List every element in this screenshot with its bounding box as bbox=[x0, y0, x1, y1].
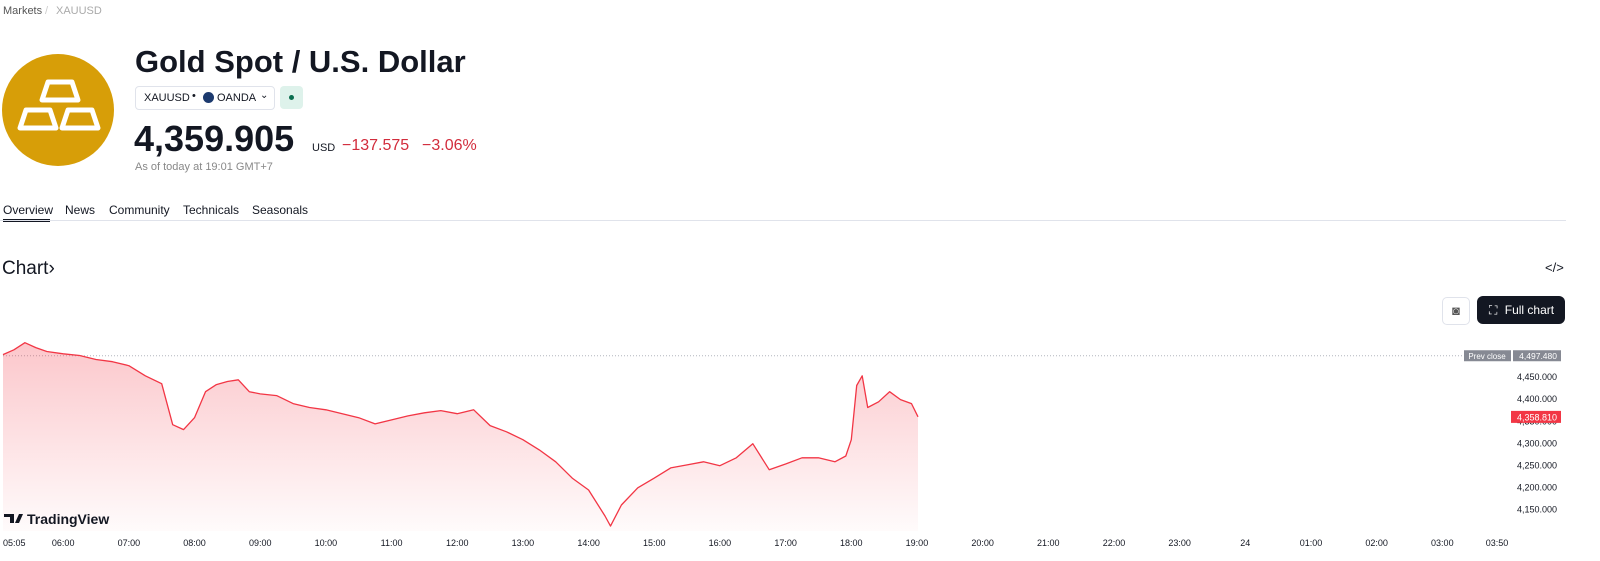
x-tick-label: 20:00 bbox=[971, 538, 994, 548]
tab[interactable]: Seasonals bbox=[252, 203, 309, 217]
x-tick-label: 03:00 bbox=[1431, 538, 1454, 548]
last-price-label: 4,358.810 bbox=[1517, 412, 1557, 422]
prev-close-value-box bbox=[1513, 350, 1561, 362]
exchange-icon bbox=[203, 92, 214, 103]
watermark: TradingView bbox=[27, 511, 109, 527]
price: 4,359.905 bbox=[134, 118, 295, 159]
x-tick-label: 11:00 bbox=[381, 538, 403, 548]
status-dot bbox=[289, 95, 294, 100]
y-tick-label: 4,150.000 bbox=[1517, 504, 1557, 514]
x-tick-label: 07:00 bbox=[118, 538, 141, 548]
x-tick-label: 08:00 bbox=[183, 538, 206, 548]
tab-divider bbox=[0, 220, 1566, 221]
x-tick-label: 05:05 bbox=[3, 538, 26, 548]
tab[interactable]: Overview bbox=[3, 203, 54, 217]
y-tick-label: 4,300.000 bbox=[1517, 438, 1557, 448]
x-tick-label: 13:00 bbox=[512, 538, 535, 548]
y-tick-label: 4,400.000 bbox=[1517, 394, 1557, 404]
tab[interactable]: News bbox=[65, 203, 96, 217]
symbol: XAUUSD bbox=[144, 92, 190, 104]
dropdown-caret: ⌄ bbox=[260, 90, 269, 101]
status-badge bbox=[280, 86, 303, 109]
as-of: As of today at 19:01 GMT+7 bbox=[135, 161, 273, 173]
price-area bbox=[3, 342, 918, 531]
change-percent: −3.06% bbox=[422, 137, 477, 154]
breadcrumb-link[interactable]: Markets bbox=[3, 5, 43, 17]
prev-close-label: Prev close bbox=[1468, 352, 1506, 361]
x-tick-label: 22:00 bbox=[1103, 538, 1126, 548]
title: Gold Spot / U.S. Dollar bbox=[135, 44, 466, 79]
tab[interactable]: Community bbox=[109, 203, 170, 217]
prev-close-value: 4,497.480 bbox=[1519, 351, 1557, 361]
currency: USD bbox=[312, 142, 336, 154]
y-tick-label: 4,450.000 bbox=[1517, 372, 1557, 382]
change: −137.575 bbox=[342, 137, 410, 154]
fullscreen-icon: ⛶ bbox=[1489, 303, 1498, 317]
price-line bbox=[2, 342, 919, 527]
breadcrumb-current: XAUUSD bbox=[56, 5, 102, 17]
x-tick-label: 06:00 bbox=[52, 538, 75, 548]
tab[interactable]: Technicals bbox=[183, 203, 240, 217]
x-tick-label: 03:50 bbox=[1486, 538, 1509, 548]
x-tick-label: 02:00 bbox=[1365, 538, 1388, 548]
x-tick-label: 21:00 bbox=[1037, 538, 1060, 548]
x-tick-label: 12:00 bbox=[446, 538, 469, 548]
embed-icon[interactable]: </> bbox=[1545, 260, 1564, 275]
watermark-logo bbox=[4, 514, 23, 523]
y-tick-label: 4,200.000 bbox=[1517, 482, 1557, 492]
x-tick-label: 09:00 bbox=[249, 538, 272, 548]
exchange: OANDA bbox=[217, 92, 257, 104]
x-tick-label: 16:00 bbox=[709, 538, 732, 548]
x-tick-label: 15:00 bbox=[643, 538, 666, 548]
breadcrumb-sep: / bbox=[45, 5, 49, 17]
logo bbox=[2, 54, 114, 166]
x-tick-label: 19:00 bbox=[906, 538, 929, 548]
x-tick-label: 17:00 bbox=[774, 538, 797, 548]
section-title-text: Chart bbox=[2, 258, 49, 279]
symbol-badge[interactable]: XAUUSD • OANDA ⌄ bbox=[135, 86, 275, 110]
snapshot-button[interactable]: ◙ bbox=[1442, 297, 1470, 325]
x-tick-label: 23:00 bbox=[1168, 538, 1191, 548]
prev-close-box bbox=[1464, 350, 1511, 362]
dot: • bbox=[192, 90, 196, 102]
x-tick-label: 10:00 bbox=[315, 538, 338, 548]
x-tick-label: 01:00 bbox=[1300, 538, 1323, 548]
x-tick-label: 24 bbox=[1240, 538, 1250, 548]
section-title[interactable]: Chart› bbox=[2, 258, 55, 279]
x-tick-label: 18:00 bbox=[840, 538, 863, 548]
y-tick-label: 4,250.000 bbox=[1517, 460, 1557, 470]
full-chart-button[interactable]: ⛶ Full chart bbox=[1477, 296, 1565, 324]
button-label: Full chart bbox=[1504, 303, 1555, 317]
last-price-box bbox=[1511, 410, 1561, 423]
x-tick-label: 14:00 bbox=[577, 538, 600, 548]
